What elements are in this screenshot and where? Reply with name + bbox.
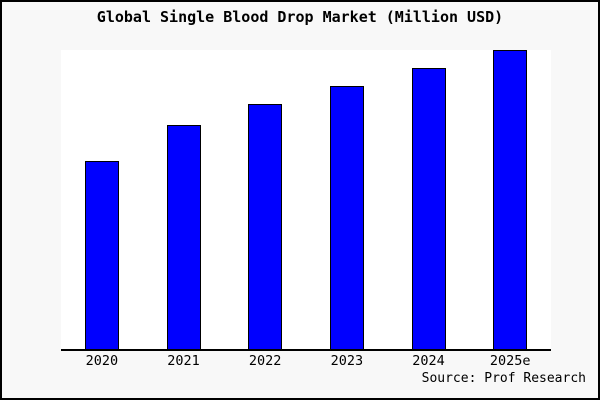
bar-2021	[166, 124, 201, 349]
x-tick-label-2024: 2024	[412, 353, 445, 369]
plot-area	[61, 50, 551, 351]
x-tick-label-2021: 2021	[167, 353, 200, 369]
bar-slot	[61, 50, 143, 349]
bar-2024	[411, 67, 446, 349]
bar-2022	[248, 103, 283, 349]
bar-slot	[224, 50, 306, 349]
bar-2020	[84, 160, 119, 349]
bar-slot	[388, 50, 470, 349]
chart-title: Global Single Blood Drop Market (Million…	[96, 8, 504, 26]
x-tick-label-2025e: 2025e	[489, 353, 531, 369]
x-tick-label-2022: 2022	[248, 353, 282, 369]
x-axis-labels: 2020 2021 2022 2023 2024 2025e	[61, 354, 551, 369]
bar-slot	[469, 50, 551, 349]
bar-slot	[306, 50, 388, 349]
bar-2025e	[493, 50, 528, 349]
bar-slot	[143, 50, 225, 349]
source-note: Source: Prof Research	[421, 371, 586, 386]
x-tick-label-2020: 2020	[85, 353, 119, 369]
x-tick-label-2023: 2023	[330, 353, 364, 369]
bar-2023	[329, 85, 364, 349]
